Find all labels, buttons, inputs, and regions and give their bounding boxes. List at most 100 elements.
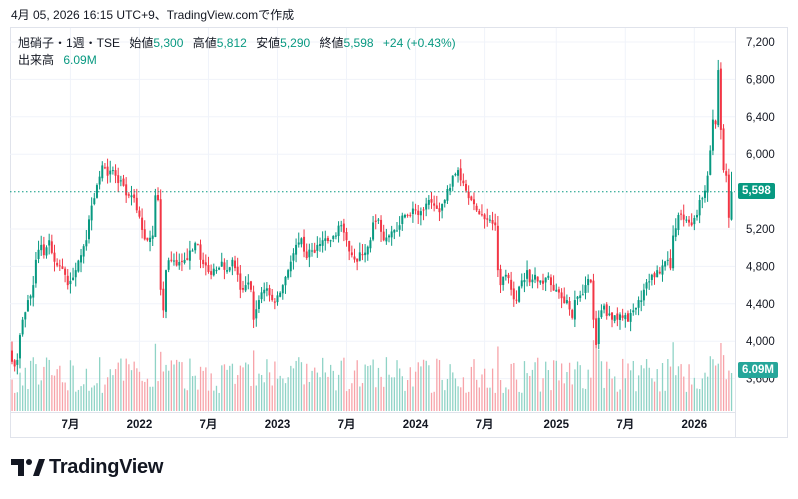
candle-body (127, 194, 130, 196)
volume-bar (725, 379, 727, 411)
volume-bar (460, 387, 462, 411)
candle-body (425, 203, 428, 210)
volume-bar (247, 364, 249, 411)
candle (127, 192, 130, 199)
candle (66, 269, 69, 290)
volume-bar (234, 383, 236, 411)
candle (393, 229, 396, 240)
candle (385, 228, 388, 245)
candle (478, 208, 481, 215)
legend-open-label: 始値 (129, 36, 154, 50)
volume-bar (401, 376, 403, 411)
volume-bar (720, 343, 722, 411)
candle-body (154, 195, 157, 237)
volume-bar (672, 342, 674, 411)
volume-bar (157, 381, 159, 411)
last-price-tag: 5,598 (738, 182, 775, 199)
candle-body (584, 285, 587, 293)
tradingview-logo[interactable]: TradingView (11, 456, 163, 479)
candle (16, 353, 19, 375)
volume-bar (619, 389, 621, 411)
candle (138, 206, 141, 219)
candle (645, 278, 648, 296)
candle (353, 248, 356, 263)
candle (305, 243, 308, 260)
candle-body (364, 252, 367, 256)
candle (241, 280, 244, 293)
volume-bar (521, 392, 523, 411)
candle (693, 215, 696, 231)
volume-bar (189, 358, 191, 411)
candle (542, 273, 544, 291)
volume-bar (263, 382, 265, 411)
candle (648, 273, 651, 290)
volume-bar (16, 392, 19, 411)
candle (398, 216, 401, 237)
candle (725, 163, 728, 183)
candle (313, 242, 316, 254)
volume-bar (176, 359, 178, 411)
volume-bar (319, 377, 321, 411)
candle-body (502, 276, 505, 285)
volume-bar (170, 360, 172, 411)
volume-bar (186, 390, 188, 411)
volume-bar (276, 378, 279, 411)
candle-body (465, 183, 468, 191)
candle-body (419, 211, 422, 216)
volume-bar (630, 370, 632, 411)
candle-body (685, 219, 688, 221)
candle (37, 240, 40, 264)
volume-bar (152, 386, 154, 411)
candle-body (318, 244, 321, 246)
volume-bar (96, 383, 98, 411)
volume-bar (154, 343, 157, 411)
candle-body (483, 214, 486, 220)
tradingview-logo-text: TradingView (49, 456, 164, 478)
volume-bar (295, 360, 297, 411)
candle-body (239, 273, 242, 290)
volume-bar (478, 387, 480, 411)
candle (332, 235, 335, 243)
volume-bar (112, 375, 114, 411)
candle (295, 238, 298, 263)
volume-bar (640, 365, 642, 411)
candle (454, 172, 457, 177)
candle (629, 309, 632, 332)
candle-body (528, 269, 531, 283)
candle-body (632, 310, 635, 313)
volume-bar (242, 367, 244, 411)
candle-body (72, 277, 75, 281)
price-tick-label: 4,800 (746, 261, 775, 273)
volume-bar (452, 372, 454, 411)
candle-body (677, 214, 680, 231)
candle-body (202, 259, 205, 265)
candle (523, 272, 526, 293)
volume-bar (584, 388, 587, 411)
volume-bar (266, 359, 268, 411)
candle (717, 59, 720, 128)
candle (706, 171, 709, 202)
volume-bar (542, 378, 544, 411)
volume-bar (574, 369, 576, 411)
candle-body (555, 289, 558, 292)
candle (26, 294, 29, 312)
candle (255, 300, 258, 327)
volume-bar (199, 366, 202, 411)
candle (703, 185, 706, 203)
candle-body (441, 203, 444, 211)
candle-body (133, 194, 136, 199)
volume-bar (656, 369, 658, 411)
candle-body (640, 300, 643, 302)
candle-body (722, 128, 725, 171)
volume-bar (369, 365, 372, 411)
candle (72, 267, 75, 281)
candle (449, 183, 452, 196)
volume-bar (258, 373, 260, 411)
candle-body (438, 208, 441, 213)
candle-body (249, 281, 252, 290)
candle (141, 208, 144, 239)
candle-body (321, 240, 324, 246)
volume-bar (104, 384, 106, 411)
candle (406, 213, 409, 218)
